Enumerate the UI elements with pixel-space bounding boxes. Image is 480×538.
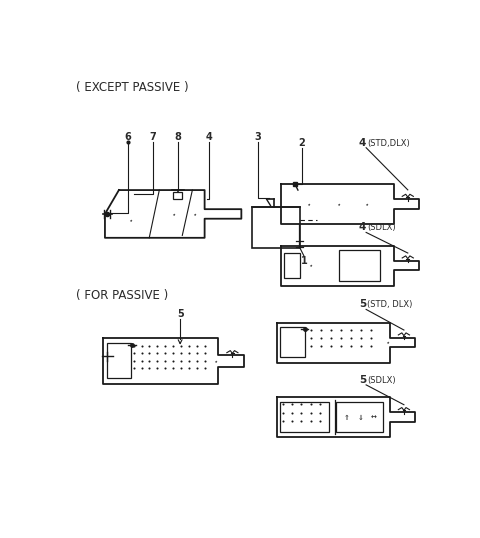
Text: $\Downarrow$: $\Downarrow$: [356, 413, 364, 422]
Bar: [280, 327, 305, 357]
Text: $\star$: $\star$: [309, 263, 314, 268]
Text: ( EXCEPT PASSIVE ): ( EXCEPT PASSIVE ): [75, 81, 188, 95]
Text: 4: 4: [359, 138, 366, 148]
Text: $\star$: $\star$: [171, 211, 177, 217]
Text: $\star$: $\star$: [364, 201, 369, 207]
Text: 6: 6: [125, 132, 132, 141]
Text: 3: 3: [254, 132, 261, 141]
Bar: [339, 250, 380, 281]
Text: ( FOR PASSIVE ): ( FOR PASSIVE ): [75, 289, 168, 302]
Text: 4: 4: [205, 132, 212, 141]
Text: 5: 5: [359, 300, 366, 309]
Text: 4: 4: [359, 222, 366, 232]
Text: $\star$: $\star$: [306, 201, 311, 207]
Text: (SDLX): (SDLX): [367, 376, 396, 385]
Text: 5: 5: [177, 309, 183, 318]
Text: $\star$: $\star$: [384, 339, 390, 345]
Bar: [336, 402, 383, 431]
Bar: [107, 343, 131, 378]
Text: $\star$: $\star$: [336, 201, 342, 207]
Bar: [280, 402, 329, 431]
Text: $\star$: $\star$: [192, 211, 198, 217]
Text: 5: 5: [359, 375, 366, 385]
Text: $\Uparrow$: $\Uparrow$: [342, 412, 350, 422]
Bar: [173, 192, 182, 199]
Text: 1: 1: [301, 256, 308, 266]
Text: (SDLX): (SDLX): [367, 223, 396, 232]
Text: $\leftrightarrow$: $\leftrightarrow$: [369, 414, 378, 420]
Text: (STD, DLX): (STD, DLX): [367, 300, 412, 309]
Text: $\star$: $\star$: [128, 217, 134, 223]
Text: 8: 8: [174, 132, 181, 141]
Text: 7: 7: [150, 132, 156, 141]
Text: $\star$: $\star$: [213, 358, 218, 364]
Text: (STD,DLX): (STD,DLX): [367, 139, 409, 148]
Bar: [284, 253, 300, 278]
Bar: [252, 207, 300, 248]
Text: 2: 2: [299, 138, 305, 148]
